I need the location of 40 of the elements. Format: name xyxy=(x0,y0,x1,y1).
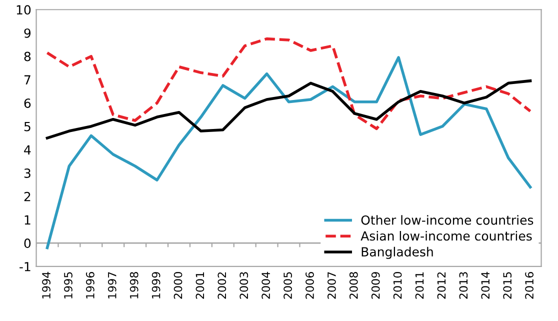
x-tick-label: 1999 xyxy=(152,272,160,298)
y-tick-label: 8 xyxy=(24,52,31,62)
y-tick-label: 1 xyxy=(24,215,30,224)
x-tick-label: 1994 xyxy=(42,272,50,298)
y-tick-label: 0 xyxy=(24,238,31,248)
x-tick-label: 1996 xyxy=(86,272,94,298)
x-tick-label: 2012 xyxy=(437,272,446,299)
x-tick-label: 1998 xyxy=(130,272,138,298)
x-tick-label: 2002 xyxy=(218,272,226,299)
y-tick-label: 9 xyxy=(24,28,31,38)
y-tick-label: 5 xyxy=(24,122,30,132)
line-series xyxy=(46,79,532,140)
x-tick-label: 2014 xyxy=(481,272,490,299)
legend-label: Other low-income countries xyxy=(361,215,534,225)
line-series xyxy=(46,37,532,130)
x-tick-label: 2005 xyxy=(284,272,292,299)
y-tick-label: 7 xyxy=(24,75,30,84)
legend-label: Bangladesh xyxy=(362,246,433,259)
x-tick-label: 2011 xyxy=(415,272,424,299)
y-tick-label: 10 xyxy=(16,5,31,15)
legend-label: Asian low-income countries xyxy=(360,230,532,241)
x-tick-label: 2006 xyxy=(306,272,314,299)
x-tick-label: 2008 xyxy=(349,272,358,299)
x-tick-label: 2007 xyxy=(327,272,336,299)
x-tick-label: 1997 xyxy=(108,272,116,298)
x-tick-label: 2013 xyxy=(459,272,468,299)
y-tick-label: 6 xyxy=(24,98,31,108)
x-tick-label: 2015 xyxy=(503,272,512,299)
x-tick-label: 2001 xyxy=(196,272,204,299)
x-tick-label: 2004 xyxy=(262,272,270,299)
y-tick-label: 3 xyxy=(24,168,30,178)
x-tick-label: 2016 xyxy=(525,272,534,299)
x-tick-label: 2010 xyxy=(393,272,402,299)
y-tick-label: -1 xyxy=(20,262,30,272)
x-tick-label: 2009 xyxy=(371,272,380,299)
y-tick-label: 2 xyxy=(24,192,30,202)
x-tick-label: 1995 xyxy=(64,272,72,298)
y-tick-label: 4 xyxy=(24,145,31,154)
x-tick-label: 2000 xyxy=(174,272,182,299)
x-tick-label: 2003 xyxy=(240,272,248,299)
